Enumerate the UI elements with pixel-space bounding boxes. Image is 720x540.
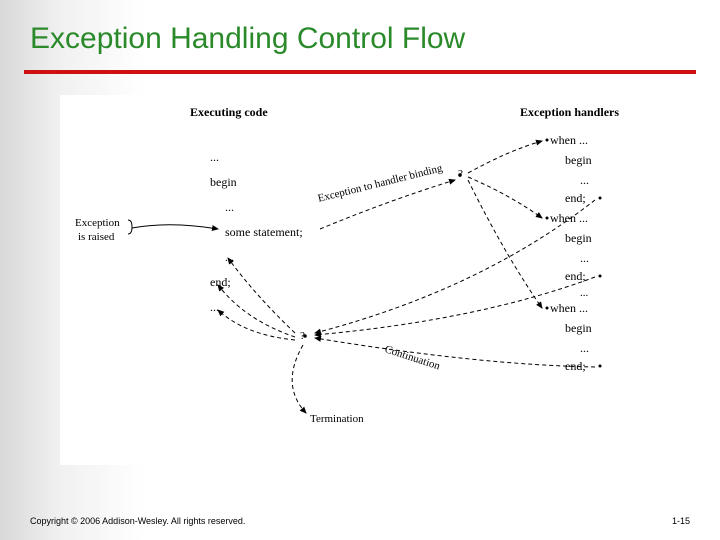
page-number: 1-15 xyxy=(672,516,690,526)
title-underline xyxy=(24,70,696,74)
page-title: Exception Handling Control Flow xyxy=(30,22,465,56)
copyright-text: Copyright © 2006 Addison-Wesley. All rig… xyxy=(30,516,245,526)
arrows-svg xyxy=(60,95,680,465)
diagram-area: Executing code Exception handlers Except… xyxy=(60,95,680,465)
